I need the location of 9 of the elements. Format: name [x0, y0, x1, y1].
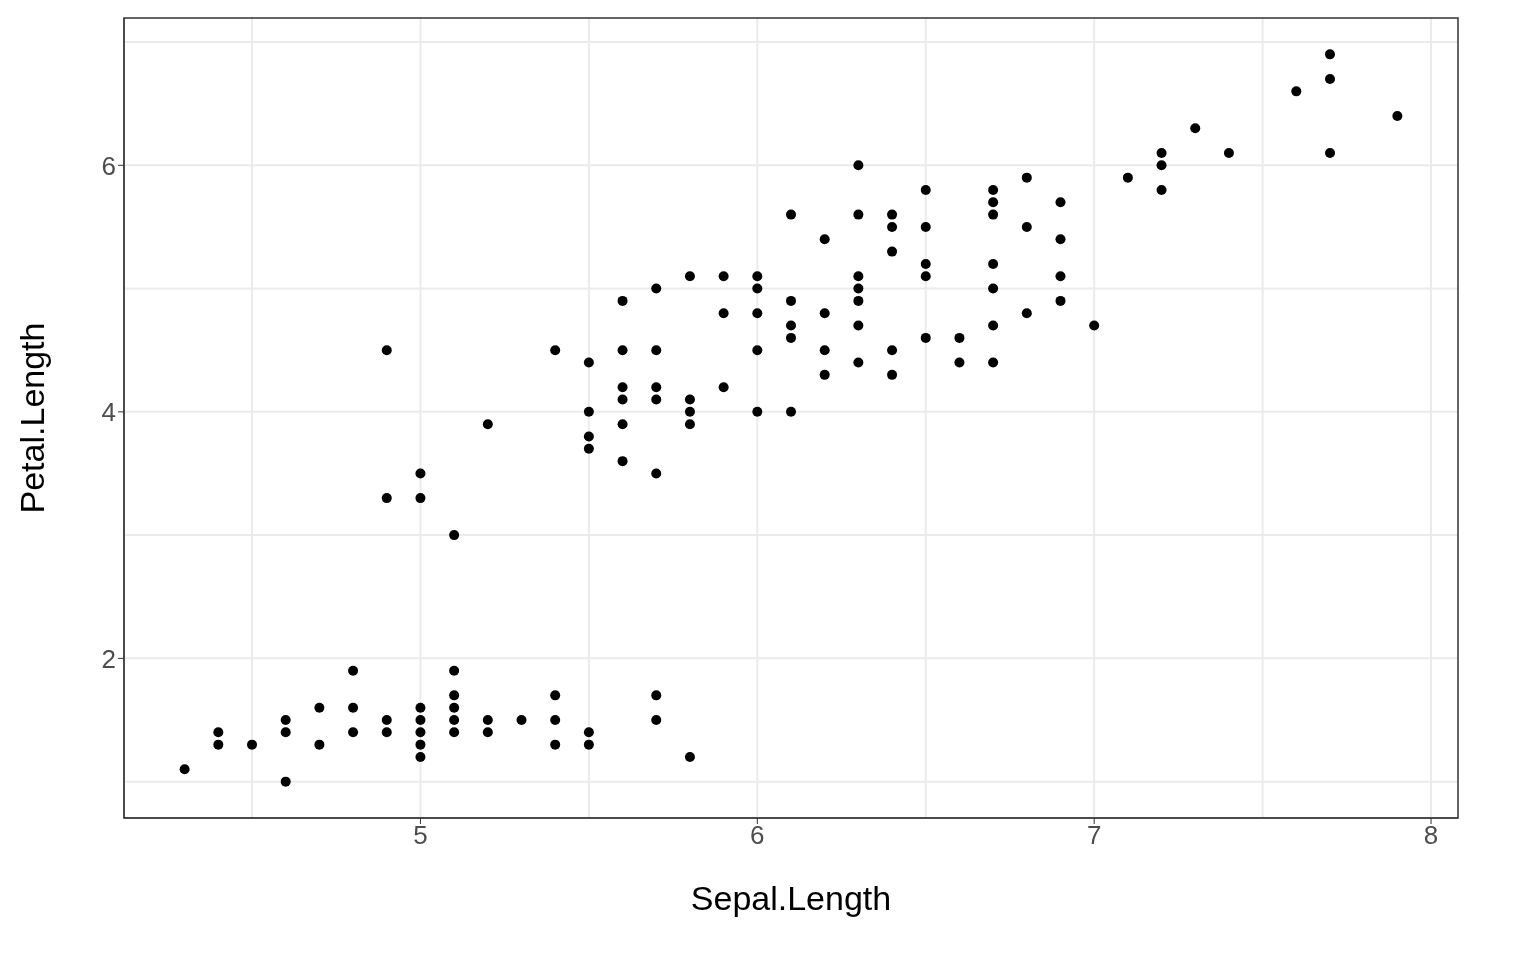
- x-tick-label: 5: [413, 820, 428, 851]
- y-tick-label: 4: [101, 397, 116, 428]
- x-tick-label: 7: [1086, 820, 1102, 851]
- x-axis-title: Sepal.Length: [690, 879, 892, 917]
- x-tick-label: 6: [750, 820, 765, 851]
- y-tick-label: 6: [101, 150, 116, 181]
- x-tick-label: 8: [1423, 820, 1439, 851]
- y-tick-label: 2: [101, 643, 116, 674]
- y-axis-title: Petal.Length: [13, 322, 52, 514]
